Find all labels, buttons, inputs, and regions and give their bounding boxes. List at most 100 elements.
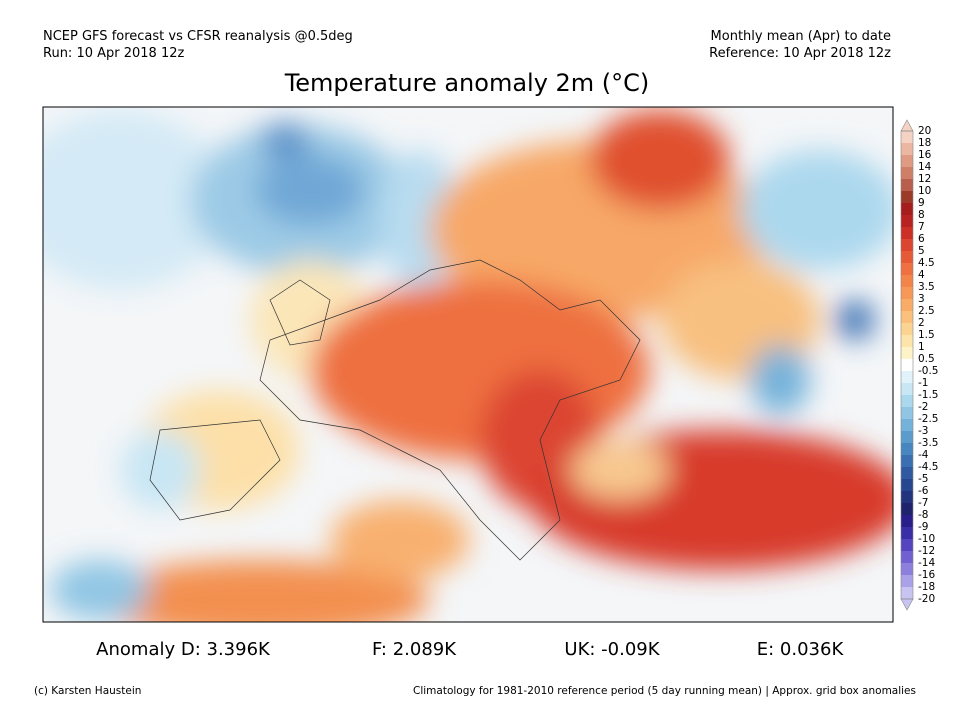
colorbar-label: 16	[918, 149, 932, 161]
map-frame	[42, 106, 894, 623]
colorbar-bin	[901, 467, 913, 480]
colorbar-label: 3	[918, 293, 925, 305]
anomaly-region	[835, 300, 875, 340]
footer-text: Climatology for 1981-2010 reference peri…	[413, 685, 916, 697]
colorbar-bin	[901, 563, 913, 576]
colorbar-label: -12	[918, 545, 935, 557]
colorbar-label: 3.5	[918, 281, 935, 293]
colorbar-bin	[901, 323, 913, 336]
colorbar-label: 4.5	[918, 257, 935, 269]
colorbar-label: -2.5	[918, 413, 939, 425]
colorbar-bin	[901, 587, 913, 600]
anomaly-value: Anomaly D: 3.396K	[96, 639, 271, 660]
colorbar-label: 1	[918, 341, 925, 353]
colorbar-bin	[901, 311, 913, 324]
colorbar-bin	[901, 503, 913, 516]
colorbar-bin	[901, 347, 913, 360]
colorbar-bin	[901, 479, 913, 492]
colorbar-label: -5	[918, 473, 928, 485]
colorbar: 201816141210987654.543.532.521.510.5-0.5…	[900, 119, 939, 611]
footer-text: (c) Karsten Haustein	[34, 685, 141, 697]
anomaly-region	[570, 440, 670, 500]
colorbar-bin	[901, 191, 913, 204]
anomaly-region	[50, 560, 150, 620]
colorbar-arrow	[900, 598, 914, 611]
colorbar-bin	[901, 335, 913, 348]
colorbar-label: 7	[918, 221, 925, 233]
anomaly-region	[90, 560, 430, 622]
colorbar-label: -8	[918, 509, 928, 521]
colorbar-label: 8	[918, 209, 925, 221]
colorbar-bin	[901, 239, 913, 252]
colorbar-bin	[901, 575, 913, 588]
colorbar-label: 12	[918, 173, 931, 185]
colorbar-label: 1.5	[918, 329, 935, 341]
colorbar-label: 2.5	[918, 305, 935, 317]
colorbar-label: -3.5	[918, 437, 939, 449]
colorbar-bin	[901, 215, 913, 228]
anomaly-value: F: 2.089K	[372, 639, 457, 660]
anomaly-value: E: 0.036K	[757, 639, 845, 660]
colorbar-label: -4.5	[918, 461, 939, 473]
colorbar-bin	[901, 431, 913, 444]
colorbar-label: 5	[918, 245, 925, 257]
colorbar-label: -6	[918, 485, 929, 497]
header-text: NCEP GFS forecast vs CFSR reanalysis @0.…	[43, 29, 353, 44]
colorbar-bin	[901, 395, 913, 408]
colorbar-label: -1.5	[918, 389, 939, 401]
map	[43, 107, 893, 622]
colorbar-label: -9	[918, 521, 928, 533]
colorbar-label: 4	[918, 269, 925, 281]
colorbar-label: 6	[918, 233, 925, 245]
colorbar-label: 20	[918, 125, 931, 137]
colorbar-bin	[901, 371, 913, 384]
anomaly-region	[590, 110, 730, 210]
colorbar-label: -14	[918, 557, 935, 569]
colorbar-bin	[901, 287, 913, 300]
colorbar-label: -18	[918, 581, 935, 593]
colorbar-bin	[901, 491, 913, 504]
header-text: Monthly mean (Apr) to date	[711, 29, 891, 44]
colorbar-label: -4	[918, 449, 929, 461]
colorbar-label: -7	[918, 497, 928, 509]
anomaly-region	[260, 122, 310, 158]
colorbar-label: 10	[918, 185, 931, 197]
colorbar-label: -3	[918, 425, 928, 437]
colorbar-label: 9	[918, 197, 925, 209]
colorbar-label: 2	[918, 317, 925, 329]
anomaly-region	[255, 155, 365, 225]
header-text: Run: 10 Apr 2018 12z	[43, 46, 184, 61]
colorbar-bin	[901, 299, 913, 312]
colorbar-label: 18	[918, 137, 931, 149]
anomaly-value: UK: -0.09K	[564, 639, 660, 660]
header-text: Reference: 10 Apr 2018 12z	[709, 46, 891, 61]
colorbar-bin	[901, 419, 913, 432]
colorbar-label: 0.5	[918, 353, 935, 365]
colorbar-bin	[901, 443, 913, 456]
colorbar-bin	[901, 515, 913, 528]
colorbar-bin	[901, 131, 913, 144]
map-title: Temperature anomaly 2m (°C)	[284, 69, 650, 97]
anomaly-region	[750, 345, 810, 415]
colorbar-arrow	[900, 119, 914, 132]
colorbar-bin	[901, 251, 913, 264]
colorbar-label: -0.5	[918, 365, 939, 377]
colorbar-bin	[901, 539, 913, 552]
anomaly-region	[43, 110, 230, 290]
anomaly-region	[740, 150, 893, 270]
colorbar-bin	[901, 167, 913, 180]
colorbar-label: -2	[918, 401, 928, 413]
colorbar-bin	[901, 383, 913, 396]
colorbar-label: -16	[918, 569, 935, 581]
anomaly-field	[43, 110, 893, 622]
colorbar-bin	[901, 551, 913, 564]
colorbar-bin	[901, 263, 913, 276]
colorbar-bin	[901, 179, 913, 192]
anomaly-region	[330, 500, 470, 580]
colorbar-bin	[901, 203, 913, 216]
colorbar-bin	[901, 227, 913, 240]
colorbar-bin	[901, 275, 913, 288]
colorbar-bin	[901, 455, 913, 468]
